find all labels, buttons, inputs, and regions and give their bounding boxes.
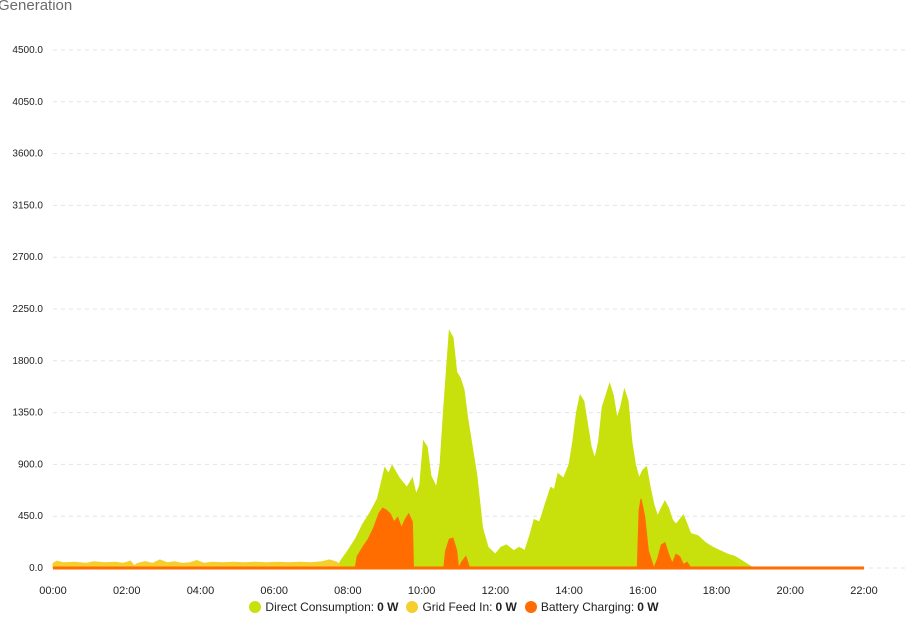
x-tick-label: 06:00 (260, 585, 288, 597)
x-tick-label: 10:00 (408, 585, 436, 597)
legend-dot-icon (406, 601, 419, 613)
x-tick-label: 22:00 (850, 585, 878, 597)
y-tick-label: 1350.0 (12, 408, 43, 419)
y-tick-label: 3600.0 (12, 149, 43, 160)
legend-value: 0 W (377, 600, 399, 614)
x-tick-label: 08:00 (334, 585, 362, 597)
y-tick-label: 1800.0 (12, 356, 43, 367)
x-tick-label: 16:00 (629, 585, 657, 597)
legend-item-battery-charging[interactable]: Battery Charging: 0 W (524, 600, 659, 614)
y-tick-label: 900.0 (18, 459, 43, 470)
legend-item-direct-consumption[interactable]: Direct Consumption: 0 W (249, 600, 398, 614)
legend-value: 0 W (495, 600, 517, 614)
legend-dot-icon (524, 601, 537, 613)
y-tick-label: 450.0 (18, 511, 43, 522)
legend-value: 0 W (637, 600, 659, 614)
x-tick-label: 20:00 (777, 585, 805, 597)
series-areas (52, 329, 864, 570)
y-tick-label: 3150.0 (12, 200, 43, 211)
legend-label: Grid Feed In: (422, 600, 493, 614)
legend-item-grid-feed-in[interactable]: Grid Feed In: 0 W (406, 600, 517, 614)
x-tick-label: 12:00 (482, 585, 510, 597)
legend-label: Direct Consumption: (265, 600, 375, 614)
x-tick-label: 14:00 (555, 585, 583, 597)
x-tick-label: 04:00 (187, 585, 215, 597)
x-tick-label: 18:00 (703, 585, 731, 597)
y-tick-label: 2250.0 (12, 304, 43, 315)
y-tick-label: 2700.0 (12, 252, 43, 263)
chart-title: Generation (0, 0, 73, 14)
series-area-battery-charging (53, 498, 864, 570)
legend-dot-icon (249, 601, 262, 613)
legend-label: Battery Charging: (540, 600, 635, 614)
legend: Direct Consumption: 0 W Grid Feed In: 0 W Ba… (0, 600, 908, 616)
grid-lines (53, 49, 905, 569)
series-area-direct-consumption (53, 329, 864, 569)
x-tick-label: 02:00 (113, 585, 141, 597)
series-area-grid-feed-in (52, 559, 864, 569)
x-axis: 00:00 02:00 04:00 06:00 08:00 10:00 12:00 14:00… (39, 585, 878, 597)
y-tick-label: 4500.0 (12, 45, 43, 56)
generation-chart: 0.0 450.0 900.0 1350.0 1800.0 2250.0 2700.0 315… (12, 45, 905, 597)
y-tick-label: 0.0 (29, 563, 43, 574)
y-axis: 0.0 450.0 900.0 1350.0 1800.0 2250.0 2700.0 315… (12, 45, 43, 574)
x-tick-label: 00:00 (39, 585, 67, 597)
y-tick-label: 4050.0 (12, 97, 43, 108)
